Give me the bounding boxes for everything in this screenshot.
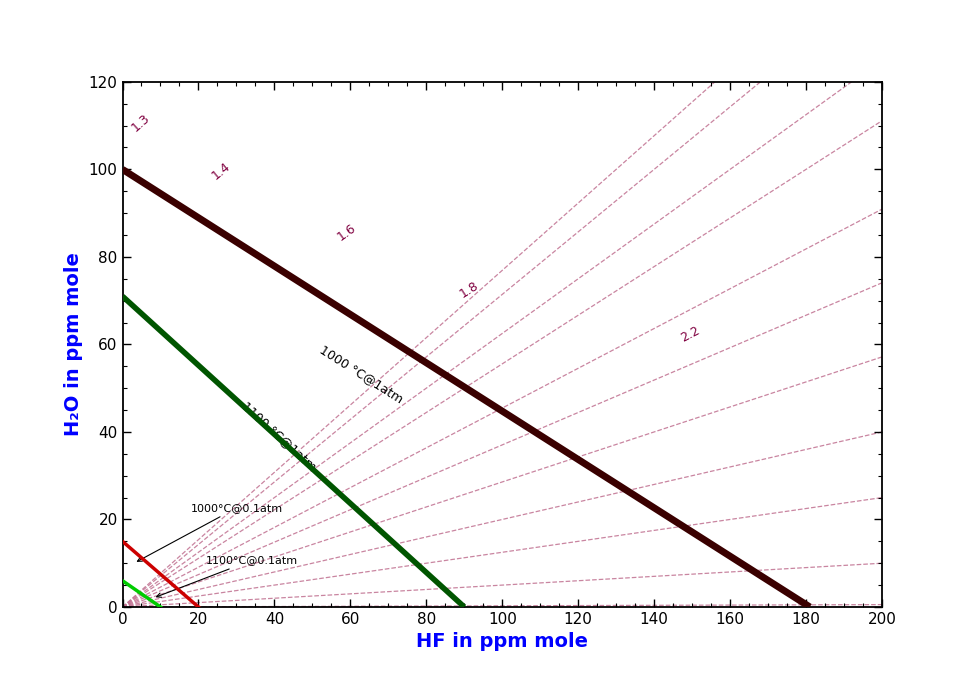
Text: 1.4: 1.4 [209,160,232,183]
Text: 1.8: 1.8 [458,279,481,301]
Y-axis label: H₂O in ppm mole: H₂O in ppm mole [65,252,83,436]
X-axis label: HF in ppm mole: HF in ppm mole [416,632,588,651]
Text: 1000°C@0.1atm: 1000°C@0.1atm [137,503,283,561]
Text: 1.3: 1.3 [129,112,153,134]
Text: 1100 °C@1atm: 1100 °C@1atm [239,399,318,473]
Text: 1100°C@0.1atm: 1100°C@0.1atm [157,555,298,597]
Text: 2.2: 2.2 [678,324,702,344]
Text: 1.6: 1.6 [335,222,359,243]
Text: 1000 °C@1atm: 1000 °C@1atm [318,342,406,405]
